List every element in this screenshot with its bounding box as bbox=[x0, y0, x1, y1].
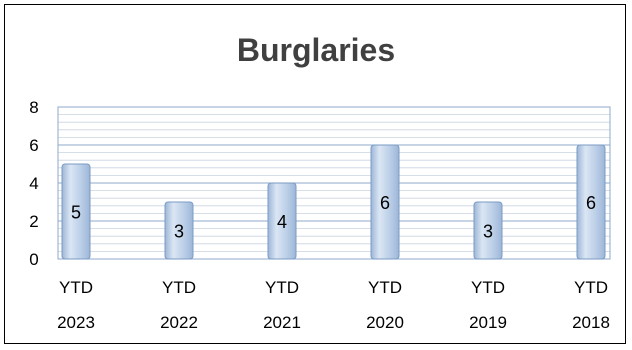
chart-frame bbox=[4, 4, 626, 344]
bar bbox=[164, 201, 194, 260]
data-label: 3 bbox=[174, 222, 184, 242]
x-category-label: 2021 bbox=[263, 313, 301, 332]
y-tick-label: 4 bbox=[29, 174, 38, 193]
bar bbox=[576, 144, 606, 260]
y-tick-label: 8 bbox=[29, 98, 38, 117]
x-category-label: YTD bbox=[368, 278, 402, 297]
data-label: 5 bbox=[71, 203, 81, 223]
x-category-label: YTD bbox=[471, 278, 505, 297]
bar bbox=[370, 144, 400, 260]
x-category-label: YTD bbox=[574, 278, 608, 297]
y-tick-label: 6 bbox=[29, 136, 38, 155]
bar bbox=[61, 163, 91, 260]
data-label: 6 bbox=[380, 193, 390, 213]
y-tick-label: 2 bbox=[29, 212, 38, 231]
x-category-label: 2020 bbox=[366, 313, 404, 332]
x-category-label: YTD bbox=[265, 278, 299, 297]
x-category-label: 2023 bbox=[57, 313, 95, 332]
plot-area-border bbox=[57, 106, 611, 260]
x-category-label: 2022 bbox=[160, 313, 198, 332]
x-category-label: 2019 bbox=[469, 313, 507, 332]
x-category-label: YTD bbox=[59, 278, 93, 297]
data-label: 4 bbox=[277, 212, 287, 232]
chart-title: Burglaries bbox=[236, 32, 396, 68]
x-category-label: 2018 bbox=[572, 313, 610, 332]
y-tick-label: 0 bbox=[29, 250, 38, 269]
data-label: 6 bbox=[586, 193, 596, 213]
bar bbox=[473, 201, 503, 260]
data-label: 3 bbox=[483, 222, 493, 242]
x-category-label: YTD bbox=[162, 278, 196, 297]
bar bbox=[267, 182, 297, 260]
